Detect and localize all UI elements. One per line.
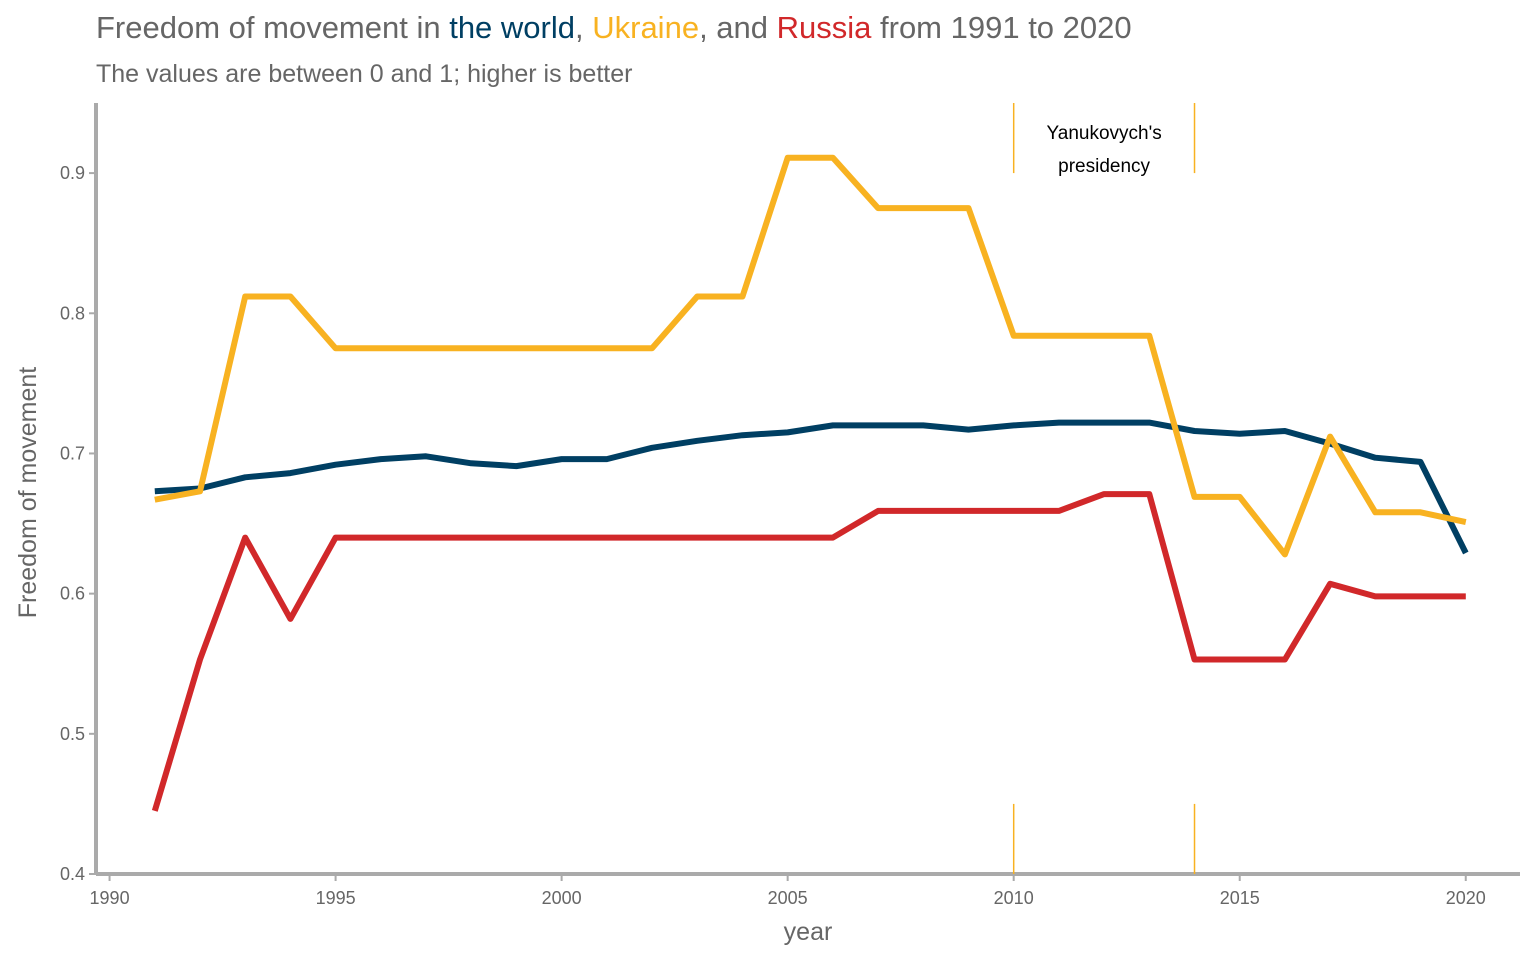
series-line-world (154, 419, 1469, 555)
y-tick-label: 0.8 (60, 303, 85, 323)
title-world: the world (449, 10, 575, 45)
x-tick-label: 2010 (994, 888, 1034, 908)
title-sep1: , (575, 10, 593, 45)
y-tick-label: 0.9 (60, 163, 85, 183)
x-tick-label: 2005 (768, 888, 808, 908)
series-line-ukraine (154, 154, 1467, 558)
x-tick-label: 2015 (1220, 888, 1260, 908)
title-suffix: from 1991 to 2020 (871, 10, 1132, 45)
y-tick-label: 0.7 (60, 443, 85, 463)
y-tick-label: 0.4 (60, 864, 85, 884)
x-tick-label: 2020 (1446, 888, 1486, 908)
chart-subtitle: The values are between 0 and 1; higher i… (96, 60, 633, 88)
chart-title: Freedom of movement in the world, Ukrain… (96, 10, 1132, 46)
x-axis-title: year (784, 918, 833, 946)
title-sep2: , and (699, 10, 777, 45)
annotation-label: presidency (1058, 156, 1150, 177)
y-tick-label: 0.5 (60, 724, 85, 744)
series-line-russia (151, 491, 1466, 812)
y-axis-title: Freedom of movement (14, 367, 42, 619)
x-tick-label: 1995 (316, 888, 356, 908)
annotation-label: Yanukovych's (1046, 123, 1161, 144)
title-russia: Russia (776, 10, 872, 45)
y-tick-label: 0.6 (60, 584, 85, 604)
x-tick-label: 2000 (542, 888, 582, 908)
x-tick-label: 1990 (90, 888, 130, 908)
title-prefix: Freedom of movement in (96, 10, 450, 45)
title-ukraine: Ukraine (592, 10, 700, 45)
